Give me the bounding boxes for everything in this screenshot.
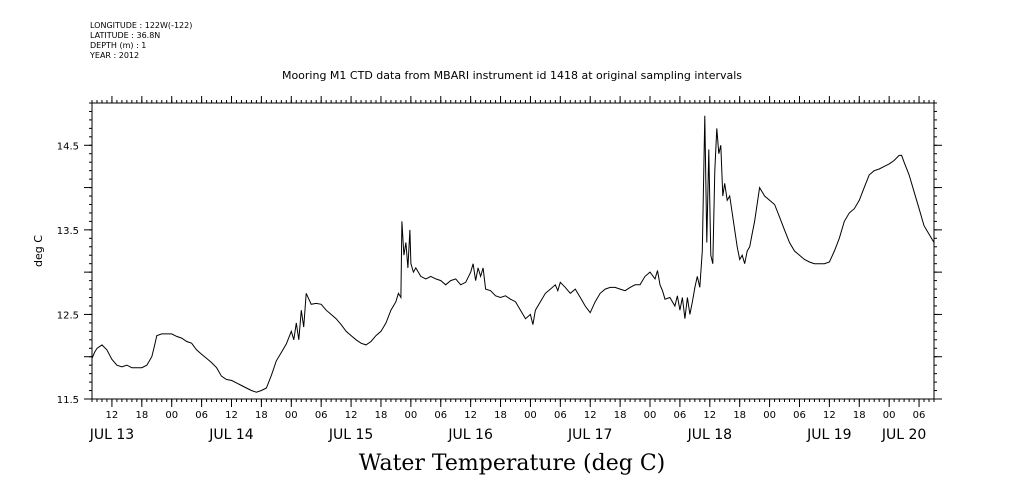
x-tick-label: 18 — [494, 410, 507, 421]
x-tick-label: 00 — [644, 410, 657, 421]
x-axis: 12 18 00 06 12 18 00 06 12 18 00 06 12 18 00 06 12 18 00 06… — [89, 96, 935, 443]
x-tick-label: 06 — [554, 410, 567, 421]
x-day-label: JUL 15 — [328, 427, 373, 443]
x-tick-label: 06 — [195, 410, 208, 421]
year-label: YEAR : 2012 — [90, 51, 140, 60]
x-day-label: JUL 18 — [687, 427, 732, 443]
x-tick-label: 12 — [225, 410, 238, 421]
x-tick-label: 06 — [793, 410, 806, 421]
x-tick-label: 00 — [763, 410, 776, 421]
x-tick-label: 06 — [913, 410, 926, 421]
plot-frame — [91, 102, 935, 400]
x-tick-label: 00 — [524, 410, 537, 421]
x-tick-label: 18 — [614, 410, 627, 421]
x-tick-label: 00 — [404, 410, 417, 421]
x-day-label: JUL 16 — [447, 427, 493, 443]
x-axis-title: Water Temperature (deg C) — [358, 451, 666, 476]
x-tick-label: 12 — [345, 410, 358, 421]
x-tick-label: 06 — [315, 410, 328, 421]
x-tick-label: 12 — [703, 410, 716, 421]
x-tick-label: 18 — [135, 410, 148, 421]
x-tick-label: 12 — [106, 410, 119, 421]
y-axis: 11.5 12.5 13.5 14.5 — [57, 102, 942, 406]
y-tick-label: 14.5 — [57, 141, 79, 152]
x-tick-label: 12 — [584, 410, 597, 421]
x-tick-label: 00 — [883, 410, 896, 421]
depth-label: DEPTH (m) : 1 — [90, 41, 147, 50]
x-tick-label: 18 — [733, 410, 746, 421]
x-tick-label: 18 — [255, 410, 268, 421]
x-tick-label: 00 — [165, 410, 178, 421]
latitude-label: LATITUDE : 36.8N — [90, 31, 161, 40]
metadata-block: LONGITUDE : 122W(-122) LATITUDE : 36.8N … — [90, 21, 192, 61]
chart-title: Mooring M1 CTD data from MBARI instrumen… — [281, 69, 743, 82]
x-tick-label: 18 — [375, 410, 388, 421]
x-day-label: JUL 14 — [208, 427, 254, 443]
y-tick-label: 13.5 — [57, 226, 79, 237]
y-tick-label: 12.5 — [57, 310, 79, 321]
x-tick-label: 12 — [464, 410, 477, 421]
y-axis-label: deg C — [32, 235, 45, 267]
x-tick-label: 00 — [285, 410, 298, 421]
x-tick-label: 12 — [823, 410, 836, 421]
x-tick-label: 06 — [674, 410, 687, 421]
x-tick-label: 06 — [434, 410, 447, 421]
y-tick-label: 11.5 — [57, 395, 79, 406]
x-day-label: JUL 20 — [881, 427, 926, 443]
x-day-label: JUL 13 — [89, 427, 134, 443]
longitude-label: LONGITUDE : 122W(-122) — [90, 21, 193, 30]
water-temperature-line — [91, 115, 935, 393]
x-tick-label: 18 — [853, 410, 866, 421]
x-day-label: JUL 19 — [806, 427, 851, 443]
x-day-label: JUL 17 — [567, 427, 612, 443]
